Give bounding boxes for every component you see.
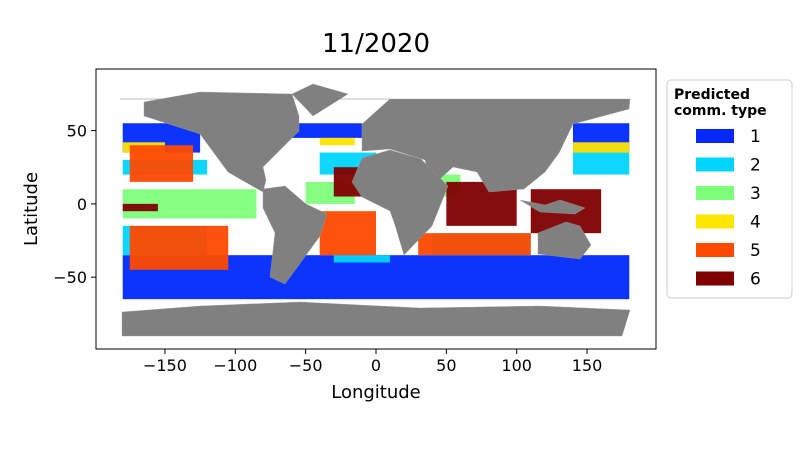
x-axis-label: Longitude — [331, 382, 421, 403]
x-tick-label: 150 — [572, 356, 603, 375]
x-tick-label: 100 — [501, 356, 532, 375]
land — [351, 149, 449, 256]
community-region — [319, 211, 376, 256]
legend-swatch — [696, 157, 734, 172]
community-region — [122, 203, 158, 212]
x-tick-label: −50 — [289, 356, 323, 375]
legend-title: comm. type — [674, 103, 767, 119]
land — [519, 199, 586, 215]
community-region — [129, 225, 229, 270]
legend-label: 5 — [750, 241, 761, 261]
community-region — [333, 255, 391, 263]
legend-swatch — [696, 271, 734, 286]
y-axis-label: Latitude — [21, 172, 42, 246]
chart-title: 11/2020 — [322, 29, 430, 59]
land — [120, 98, 631, 193]
legend-label: 4 — [750, 213, 761, 233]
legend-swatch — [696, 214, 734, 229]
community-region — [572, 152, 630, 175]
community-region — [319, 137, 355, 146]
x-tick-label: 50 — [436, 356, 456, 375]
y-tick-label: −50 — [53, 268, 87, 287]
legend-swatch — [696, 243, 734, 257]
x-tick-label: 0 — [371, 356, 381, 375]
community-region — [572, 142, 630, 153]
y-tick-label: 0 — [77, 195, 87, 214]
land — [121, 301, 631, 337]
land — [120, 83, 631, 337]
legend-title: Predicted — [674, 87, 750, 103]
x-tick-label: −150 — [143, 356, 187, 375]
legend-label: 6 — [750, 270, 761, 290]
legend-label: 2 — [750, 156, 761, 176]
legend-label: 3 — [750, 184, 761, 204]
land — [537, 221, 592, 260]
x-tick-label: −100 — [213, 356, 257, 375]
y-tick-label: 50 — [67, 122, 87, 141]
land — [262, 185, 328, 285]
legend-swatch — [696, 186, 734, 200]
community-region — [129, 145, 194, 182]
legend-label: 1 — [750, 127, 761, 147]
community-region — [418, 233, 531, 256]
land — [291, 83, 349, 117]
legend-swatch — [696, 129, 734, 143]
community-region — [291, 123, 362, 138]
